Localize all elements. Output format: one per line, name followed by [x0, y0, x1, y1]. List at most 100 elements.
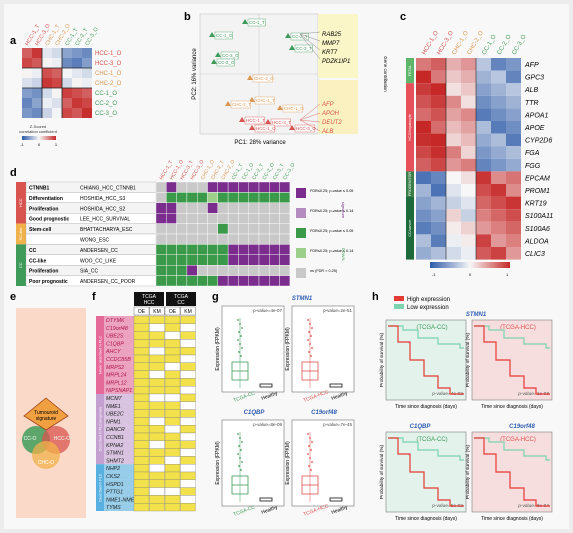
panel-c-cell: [506, 95, 521, 109]
panel-f-flag-cell: [164, 471, 181, 480]
panel-b-hcc-gene-label: ALB: [321, 129, 333, 135]
panel-d-row-category: Proliferation: [29, 269, 58, 275]
panel-d-cell: [196, 212, 208, 224]
panel-g-xcat: Healthy: [261, 504, 279, 516]
panel-d-cell: [238, 223, 249, 235]
panel-d-cell: [166, 244, 177, 255]
panel-g-outlier: [310, 355, 312, 357]
panel-f-flag-cell: [180, 354, 196, 363]
panel-g-outlier: [240, 335, 242, 337]
panel-b-point-label: CC-2_O: [218, 60, 235, 65]
panel-d-cell: [217, 265, 229, 276]
panel-d-cell: [196, 202, 208, 214]
panel-d-cell: [248, 233, 260, 245]
panel-d-cell: [258, 244, 270, 255]
panel-g-outlier: [239, 457, 241, 459]
panel-g-outlier: [237, 453, 239, 455]
panel-d-cell: [258, 275, 270, 287]
panel-h-curve-low: [388, 437, 464, 461]
panel-a-letter: a: [10, 35, 17, 47]
panel-c-gene-label: ALB: [524, 87, 539, 94]
panel-f-gene-label: SHMT2: [106, 458, 124, 464]
panel-f-cc-head: [166, 292, 196, 306]
panel-c-gene-label: FGA: [525, 150, 540, 157]
panel-f-head-cc-line2: CC: [177, 300, 185, 306]
panel-a-cell: [42, 108, 52, 118]
panel-d-legend: FDR≤0.25; p-value ≤ 0.05 FDR≤0.25; p-valu…: [296, 188, 353, 278]
panel-a-cell: [72, 88, 82, 98]
panel-c-cell: [506, 184, 521, 197]
panel-c-cell: [461, 121, 476, 134]
panel-f-flag-cell: [164, 323, 181, 332]
panel-d-cell: [238, 202, 249, 214]
panel-c-cell: [416, 95, 431, 109]
panel-b-pca-plot: CC-1_T CC-1_O CC-3_O CC-2_T CC-2_O CC-3_T CHC-…: [192, 13, 388, 146]
panel-f-flag-cell: [133, 401, 150, 410]
panel-d-cell: [196, 244, 208, 255]
panel-f-flag-cell: [164, 503, 181, 512]
panel-c-cell: [461, 221, 476, 235]
panel-f-flag-cell: [164, 315, 181, 324]
panel-g-outlier: [309, 457, 311, 459]
panel-d-cell: [166, 202, 177, 214]
panel-f-side-band: [96, 316, 104, 394]
panel-d-legend-swatch: [296, 208, 306, 218]
panel-c-cell: [461, 171, 476, 184]
panel-f-flag-cell: [149, 479, 165, 488]
panel-b-gene-arrow: [299, 112, 321, 121]
panel-g-outlier: [241, 461, 243, 463]
panel-a-cell: [52, 58, 62, 68]
panel-f-letter: f: [92, 291, 96, 303]
panel-d-cell: [269, 265, 280, 276]
panel-f-flag-cell: [133, 487, 150, 496]
panel-f-gene-label: MRPS2: [106, 365, 124, 371]
panel-b-hcc-gene-label: APOH: [321, 111, 340, 117]
panel-f-flag-cell: [133, 425, 150, 434]
panel-h-pvalue: p-value=8e-04: [518, 503, 549, 509]
panel-f-flag-cell: [133, 354, 150, 363]
panel-d-legend-swatch: [296, 248, 306, 258]
panel-g-outlier: [308, 331, 310, 333]
panel-f-rows: Never described in PLC Described in PLC/p…: [96, 315, 196, 512]
panel-d-cell: [258, 181, 270, 193]
panel-b-gene-labels: RAB25 MMP7 KRT7 PDZK1IP1 AFP APOH DEUT2 ALB: [299, 31, 350, 135]
panel-f-flag-cell: [133, 417, 150, 426]
panel-e-signature-shape: [23, 397, 69, 431]
panel-f-flag-cell: [133, 315, 150, 324]
panel-f-gene-cell: [104, 401, 134, 410]
panel-g-outlier: [309, 343, 311, 345]
panel-f-flag-cell: [164, 456, 181, 465]
panel-f-flag-cell: [180, 409, 196, 418]
panel-d-row-category: Proliferation: [29, 206, 58, 212]
panel-c-cell: [476, 70, 491, 84]
panel-c-cell: [446, 58, 461, 71]
panel-a-cell: [62, 68, 72, 78]
panel-f-flag-cell: [133, 339, 150, 348]
panel-f-gene-cell: [104, 456, 134, 465]
panel-b-point: [242, 19, 248, 24]
panel-d-legend-swatch: [296, 268, 306, 278]
panel-c-cell: [476, 58, 491, 71]
panel-f-side-band: [96, 464, 104, 511]
panel-d-cell: [227, 275, 239, 287]
panel-h-survival: High expression Low expression STMN1 C1QBP C…: [379, 296, 553, 522]
panel-d-cell: [227, 233, 239, 245]
panel-c-cell: [446, 108, 461, 121]
panel-c-cell: [491, 58, 506, 71]
panel-h-pvalue: p-value=1e-03: [518, 391, 549, 397]
panel-c-cell: [416, 108, 431, 121]
panel-d-cell: [238, 265, 249, 276]
panel-d-cell: [238, 181, 249, 193]
panel-f-flag-cell: [164, 432, 181, 441]
panel-d-row-signature: WONG_ESC: [80, 238, 110, 244]
panel-c-cell: [491, 171, 506, 184]
panel-a-cell: [22, 98, 32, 108]
panel-b-point: [285, 33, 291, 38]
panel-h-curve-high: [474, 437, 550, 507]
panel-g-outlier: [309, 437, 311, 439]
panel-a-correlation-heatmap: HCC-1_THCC-3_OCHC-1_TCHC-2_OCC-1_TCC-2_T…: [19, 22, 122, 147]
panel-f-gene-label: UBE2S: [106, 334, 124, 340]
panel-d-cell: [207, 223, 219, 235]
panel-c-cell: [506, 247, 521, 260]
